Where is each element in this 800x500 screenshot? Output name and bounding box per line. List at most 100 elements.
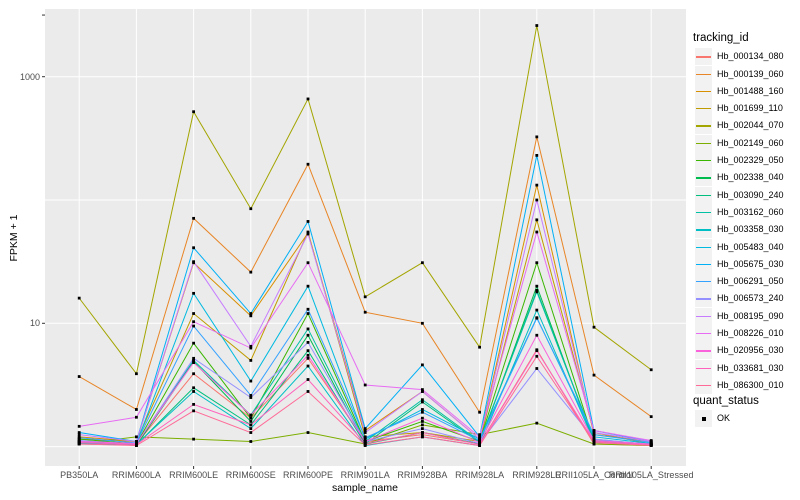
data-point (249, 207, 253, 211)
legend-label: Hb_003358_030 (717, 224, 784, 235)
data-point (77, 433, 81, 437)
data-point (363, 429, 367, 432)
data-point (478, 345, 481, 349)
data-point (77, 441, 81, 444)
data-point (421, 410, 424, 414)
data-point (77, 424, 81, 428)
legend-key (695, 186, 712, 204)
x-tick-label: PB350LA (60, 470, 99, 480)
data-point (363, 436, 367, 440)
data-point (535, 367, 539, 370)
legend-key-line (696, 125, 711, 127)
data-point (478, 441, 481, 444)
data-point (249, 394, 253, 397)
x-tick-label: RRIM600LE (169, 470, 219, 480)
data-point (535, 354, 539, 358)
x-tick-label: RRIM600PE (282, 470, 334, 480)
data-point (535, 230, 539, 234)
legend-key-line (696, 246, 711, 248)
data-point (535, 290, 539, 294)
data-point (77, 436, 81, 440)
data-point (421, 435, 424, 439)
legend-label: Hb_002044_070 (717, 120, 784, 131)
legend-key-line (696, 229, 711, 231)
data-point (535, 349, 539, 353)
quant-legend-key (695, 410, 712, 427)
data-point (249, 413, 253, 417)
data-point (535, 308, 539, 312)
data-point (306, 327, 310, 331)
data-point (478, 410, 481, 414)
legend-label: Hb_002149_060 (717, 137, 784, 148)
data-point (421, 398, 424, 402)
x-tick-label: RRIM901LA (340, 470, 390, 480)
legend-key-line (696, 298, 711, 300)
legend-key-line (696, 263, 711, 266)
data-point (306, 340, 310, 344)
data-point (478, 444, 481, 447)
data-point (421, 408, 424, 411)
data-point (77, 431, 81, 434)
data-point (421, 420, 424, 423)
data-point (249, 440, 253, 443)
y-tick-label: 1000 (19, 71, 40, 82)
data-point (249, 359, 253, 362)
legend-label: Hb_002329_050 (717, 155, 784, 165)
data-point (306, 390, 310, 393)
legend-label: Hb_005675_030 (717, 258, 784, 269)
data-point (135, 444, 138, 447)
legend-label: Hb_006291_050 (717, 276, 784, 287)
data-point (306, 220, 310, 223)
data-point (363, 443, 367, 447)
legend-key-line (696, 194, 711, 196)
data-point (192, 320, 195, 324)
data-point (592, 325, 596, 329)
data-point (535, 421, 539, 425)
legend-key (695, 82, 712, 100)
data-point (421, 416, 424, 420)
legend-key (695, 238, 712, 256)
x-tick-label: RRII105LA_Stressed (608, 470, 694, 480)
legend-key (695, 65, 712, 83)
data-point (249, 379, 253, 383)
data-point (77, 296, 81, 300)
quant-legend-title: quant_status (693, 395, 759, 407)
data-point (192, 341, 195, 345)
data-point (535, 316, 539, 320)
legend-key (695, 100, 712, 118)
data-point (249, 270, 253, 274)
data-point (306, 431, 310, 434)
legend-key-line (696, 281, 711, 283)
data-point (363, 295, 367, 299)
data-point (592, 437, 596, 441)
data-point (249, 420, 253, 423)
data-point (592, 435, 596, 439)
data-point (535, 198, 539, 202)
data-point (421, 261, 424, 265)
data-point (249, 344, 253, 348)
data-point (192, 312, 195, 315)
legend-key-line (696, 350, 711, 352)
data-point (249, 314, 253, 318)
data-point (192, 260, 195, 264)
legend-key (695, 169, 712, 187)
data-point (421, 423, 424, 427)
data-point (192, 359, 195, 362)
legend-key-line (696, 160, 711, 162)
legend-key (695, 359, 712, 377)
legend-title: tracking_id (693, 32, 749, 44)
legend-key-line (696, 384, 711, 387)
legend-label: Hb_001699_110 (717, 103, 783, 114)
data-point (306, 307, 310, 311)
data-point (649, 368, 653, 372)
data-point (77, 442, 81, 446)
legend-label: Hb_000139_060 (717, 68, 784, 79)
data-point (535, 183, 539, 187)
legend-label: Hb_005483_040 (717, 241, 784, 252)
data-point (192, 361, 195, 365)
data-point (363, 310, 367, 314)
data-point (535, 135, 539, 139)
legend-key (695, 290, 712, 308)
legend-label: Hb_002338_040 (717, 172, 784, 183)
legend-key (695, 273, 712, 291)
